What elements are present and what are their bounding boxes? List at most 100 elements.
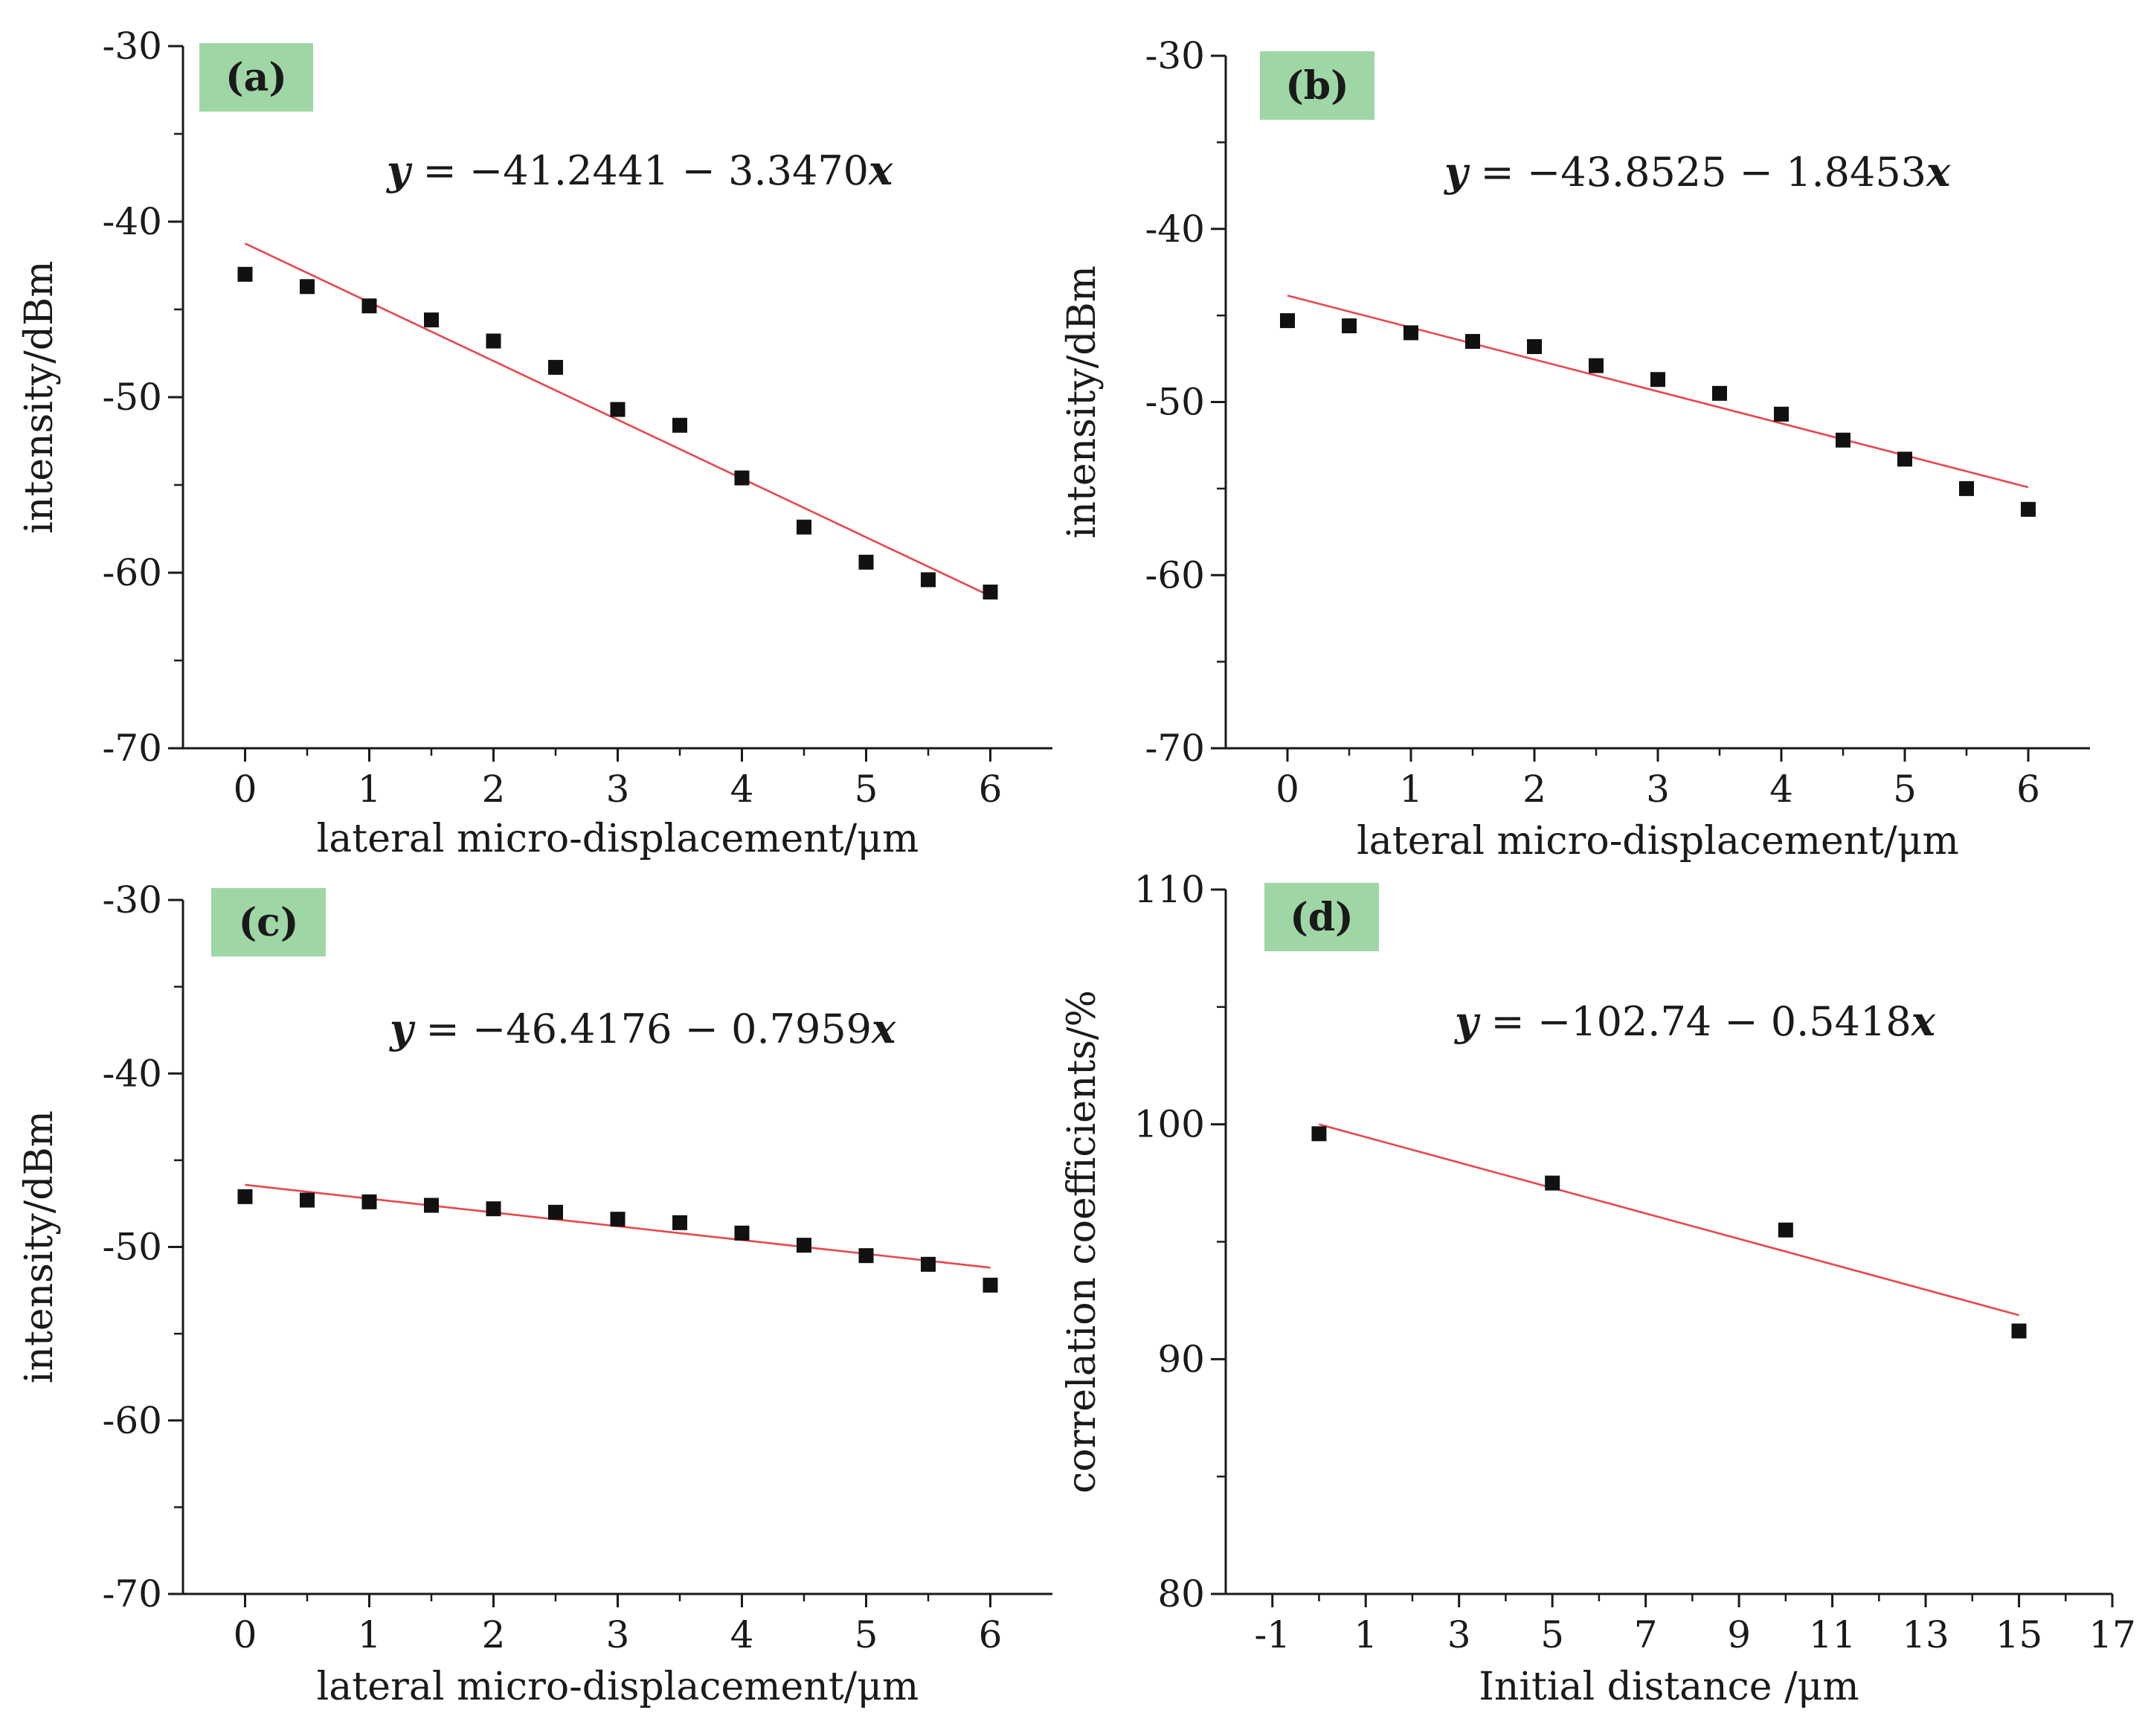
- data-point: [672, 1215, 687, 1230]
- x-axis-title: lateral micro-displacement/μm: [317, 1665, 919, 1709]
- y-tick-label: -40: [102, 1052, 162, 1095]
- data-point: [734, 1225, 750, 1241]
- data-point: [1959, 480, 1974, 496]
- y-tick-label: -30: [102, 878, 162, 922]
- data-point: [237, 266, 253, 282]
- data-point: [1527, 339, 1542, 355]
- panel-label-box: [1264, 883, 1379, 951]
- data-point: [983, 1277, 998, 1293]
- x-tick-label: 5: [1893, 768, 1917, 811]
- y-tick-label: -40: [1145, 208, 1205, 251]
- x-tick-label: 1: [1399, 768, 1423, 811]
- equation-y-var: y: [386, 147, 413, 194]
- x-tick-label: 17: [2088, 1613, 2136, 1656]
- data-point: [1311, 1126, 1327, 1142]
- equation-x-var: x: [871, 1005, 896, 1052]
- y-tick-label: -50: [102, 376, 162, 419]
- fit-line: [1319, 1123, 2019, 1317]
- fit-equation: y = −46.4176 − 0.7959x: [389, 1005, 896, 1052]
- data-point: [237, 1189, 253, 1204]
- fit-equation: y = −41.2441 − 3.3470x: [386, 147, 893, 194]
- y-axis-title: correlation coefficients/%: [1060, 990, 1104, 1494]
- y-tick-label: -70: [102, 1572, 162, 1616]
- data-point: [486, 1201, 501, 1217]
- x-tick-label: 15: [1996, 1613, 2043, 1656]
- y-tick-label: 90: [1157, 1337, 1205, 1380]
- panel-c: -70 -60 -50 -40 -30 0 1 2 3 4 5 6 lateral micro-disp…: [17, 878, 1052, 1709]
- x-axis-title: lateral micro-displacement/μm: [1357, 819, 1959, 864]
- x-tick-label: -1: [1254, 1613, 1290, 1656]
- data-point: [361, 298, 377, 314]
- data-point: [548, 1204, 563, 1220]
- x-tick-label: 1: [1354, 1613, 1377, 1656]
- panel-label: (c): [239, 900, 299, 945]
- equation-body: = −102.74 − 0.5418: [1478, 998, 1911, 1045]
- equation-x-var: x: [868, 147, 893, 194]
- x-tick-label: 3: [1447, 1613, 1471, 1656]
- x-tick-label: 4: [1769, 768, 1793, 811]
- x-tick-label: 9: [1727, 1613, 1751, 1656]
- data-point: [486, 333, 501, 349]
- equation-x-var: x: [1926, 148, 1951, 196]
- x-tick-label: 11: [1809, 1613, 1856, 1656]
- y-tick-label: -50: [1145, 381, 1205, 424]
- equation-y-var: y: [389, 1005, 416, 1052]
- equation-body: = −43.8525 − 1.8453: [1467, 149, 1926, 196]
- data-point: [1589, 358, 1604, 373]
- data-point: [797, 1238, 811, 1253]
- panel-a: -70 -60 -50 -40 -30 0 1 2 3 4 5 6 lateral micro-disp…: [17, 25, 1052, 861]
- data-point: [921, 572, 936, 588]
- panel-label: (b): [1285, 63, 1349, 109]
- panel-label-box: [1260, 51, 1374, 120]
- data-point: [361, 1194, 377, 1209]
- data-point: [1465, 334, 1480, 350]
- x-tick-label: 3: [606, 1613, 630, 1656]
- y-tick-label: 80: [1157, 1572, 1205, 1616]
- x-axis-title: lateral micro-displacement/μm: [317, 817, 919, 861]
- data-point: [1280, 313, 1295, 329]
- data-point: [1545, 1175, 1560, 1191]
- x-tick-label: 1: [358, 1613, 382, 1656]
- fit-equation: y = −43.8525 − 1.8453x: [1444, 148, 1951, 196]
- data-point: [1712, 385, 1727, 401]
- equation-y-var: y: [1454, 997, 1481, 1045]
- x-tick-label: 6: [979, 1613, 1003, 1656]
- data-point: [610, 402, 626, 417]
- data-point: [734, 470, 750, 486]
- y-axis-title: intensity/dBm: [17, 260, 62, 533]
- y-tick-label: -30: [102, 25, 162, 68]
- y-tick-label: -60: [1145, 553, 1205, 597]
- x-tick-label: 6: [2016, 768, 2040, 811]
- data-point: [1897, 451, 1912, 467]
- fit-equation: y = −102.74 − 0.5418x: [1454, 997, 1936, 1045]
- y-tick-label: -60: [102, 551, 162, 594]
- data-point: [424, 1197, 439, 1213]
- y-tick-label: -30: [1145, 34, 1205, 77]
- fit-line: [244, 242, 991, 597]
- data-point: [983, 584, 998, 599]
- y-axis-title: intensity/dBm: [1060, 266, 1104, 539]
- data-point: [1650, 372, 1665, 388]
- data-point: [300, 1192, 315, 1208]
- equation-body: = −41.2441 − 3.3470: [410, 147, 869, 194]
- x-tick-label: 0: [234, 768, 257, 811]
- x-tick-label: 2: [482, 768, 506, 811]
- panel-label-box: [199, 43, 313, 112]
- x-tick-label: 2: [482, 1613, 506, 1656]
- x-tick-label: 0: [234, 1613, 257, 1656]
- data-point: [797, 519, 811, 535]
- y-tick-label: -60: [102, 1399, 162, 1442]
- panel-b: -70 -60 -50 -40 -30 0 1 2 3 4 5 6 lateral micro-disp…: [1060, 34, 2090, 864]
- fit-line: [1287, 295, 2029, 489]
- data-point: [1778, 1222, 1793, 1238]
- x-tick-label: 3: [1646, 768, 1670, 811]
- data-point: [672, 417, 687, 433]
- data-point: [1836, 432, 1850, 448]
- equation-body: = −46.4176 − 0.7959: [413, 1006, 872, 1052]
- x-tick-label: 0: [1276, 768, 1299, 811]
- data-point: [858, 554, 874, 570]
- data-point: [300, 279, 315, 295]
- y-tick-label: -70: [102, 727, 162, 770]
